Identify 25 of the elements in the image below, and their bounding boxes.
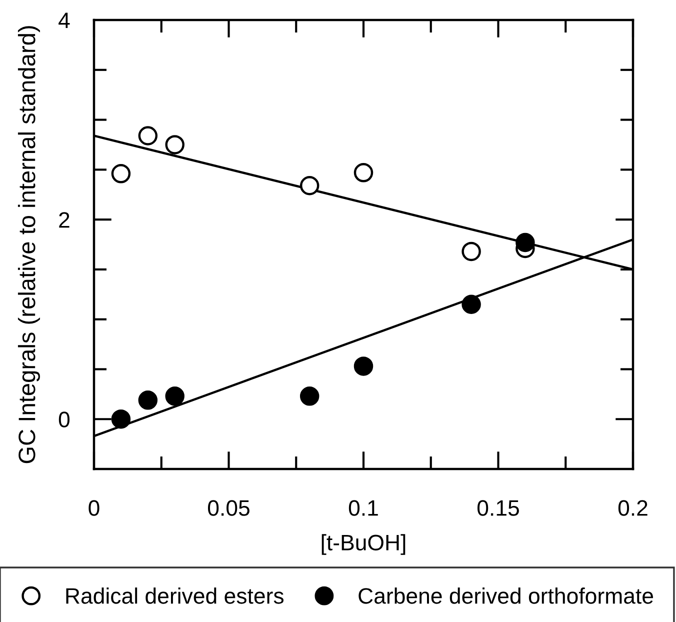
- point: [516, 232, 535, 252]
- point: [354, 356, 374, 376]
- point: [111, 164, 131, 184]
- point: [462, 294, 481, 314]
- x-tick-label: 0.1: [348, 500, 378, 516]
- point: [462, 242, 481, 262]
- y-tick-label: 2: [59, 212, 70, 228]
- y-axis-title: GC Integrals (relative to internal standard): [18, 26, 40, 464]
- y-tick-label: 0: [58, 412, 70, 428]
- y-tick-label: 4: [58, 12, 70, 28]
- x-tick-label: 0.05: [208, 500, 250, 516]
- point: [138, 390, 158, 410]
- x-tick-label: 0: [88, 500, 100, 516]
- point: [165, 135, 184, 154]
- x-axis-title: [t-BuOH]: [322, 534, 406, 555]
- point: [165, 386, 184, 406]
- point: [300, 176, 320, 196]
- x-tick-label: 0.2: [618, 500, 648, 516]
- point: [300, 386, 320, 406]
- legend-label: Carbene derived orthoformate: [358, 588, 654, 604]
- x-tick-label: 0.15: [477, 500, 519, 516]
- point: [138, 126, 158, 146]
- legend-label: Radical derived esters: [66, 588, 284, 604]
- point: [354, 163, 374, 182]
- point: [111, 409, 131, 429]
